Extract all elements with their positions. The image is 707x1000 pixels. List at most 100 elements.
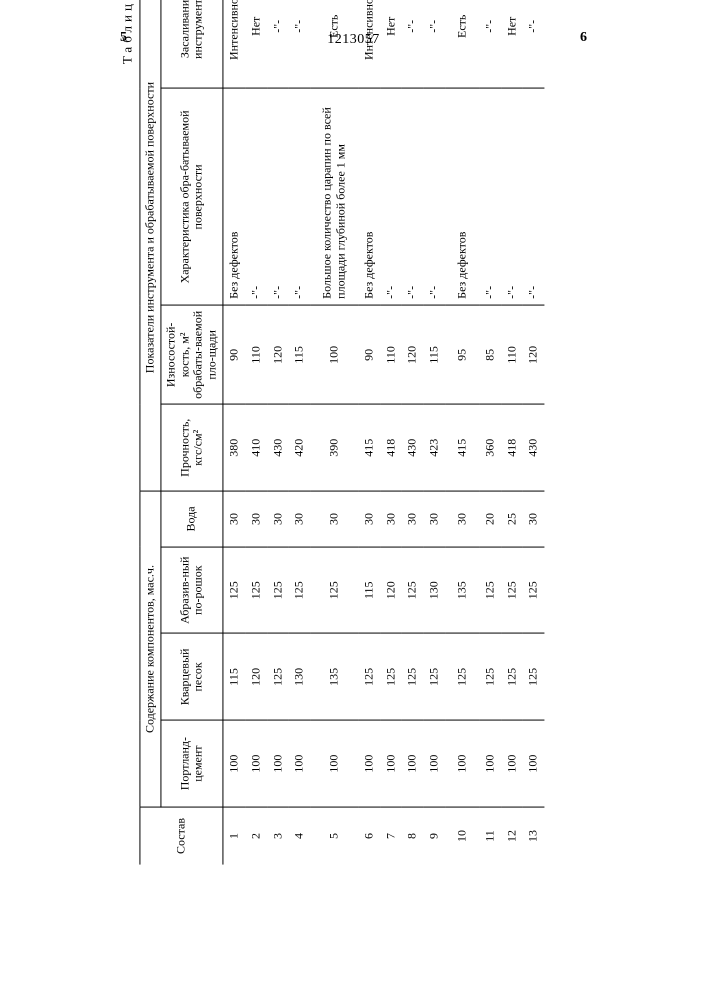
th-c3: Абразив-ный по-рошок bbox=[161, 547, 223, 634]
table-cell: 20 bbox=[479, 491, 501, 547]
table-cell: 115 bbox=[223, 634, 245, 721]
table-cell: 125 bbox=[479, 634, 501, 721]
table-cell: 30 bbox=[380, 491, 402, 547]
th-i1: Прочность, кгс/см² bbox=[161, 404, 223, 491]
table-head: Состав Содержание компонентов, мас.ч. По… bbox=[140, 0, 223, 865]
table-cell: 30 bbox=[267, 491, 289, 547]
table-cell: -"- bbox=[245, 89, 267, 306]
table-cell: 30 bbox=[358, 491, 380, 547]
table-cell: 125 bbox=[501, 547, 523, 634]
table-row: 410013012530420115-"--"- bbox=[289, 0, 311, 865]
table-cell: 85 bbox=[479, 305, 501, 404]
table-cell: 9 bbox=[424, 807, 446, 865]
table-cell: 100 bbox=[267, 720, 289, 807]
table-cell: 420 bbox=[289, 404, 311, 491]
table-cell: 1 bbox=[223, 807, 245, 865]
table-cell: 100 bbox=[424, 720, 446, 807]
table-cell: -"- bbox=[523, 89, 545, 306]
table-cell: 120 bbox=[267, 305, 289, 404]
table-cell: 125 bbox=[311, 547, 359, 634]
table-row: 710012512030418110-"-Нет bbox=[380, 0, 402, 865]
table-cell: 418 bbox=[501, 404, 523, 491]
table-cell: 360 bbox=[479, 404, 501, 491]
table-cell: Без дефектов bbox=[445, 89, 479, 306]
table-cell: 110 bbox=[245, 305, 267, 404]
table-cell: 13 bbox=[523, 807, 545, 865]
th-c1: Портланд-цемент bbox=[161, 720, 223, 807]
table-cell: -"- bbox=[424, 0, 446, 89]
table-cell: 30 bbox=[424, 491, 446, 547]
table-cell: -"- bbox=[289, 0, 311, 89]
table-cell: 100 bbox=[289, 720, 311, 807]
table-cell: -"- bbox=[380, 89, 402, 306]
table-cell: Есть bbox=[445, 0, 479, 89]
table-cell: 423 bbox=[424, 404, 446, 491]
table-cell: 30 bbox=[245, 491, 267, 547]
table-cell: 410 bbox=[245, 404, 267, 491]
table-cell: -"- bbox=[267, 89, 289, 306]
table-cell: -"- bbox=[289, 89, 311, 306]
table-cell: 3 bbox=[267, 807, 289, 865]
th-c4: Вода bbox=[161, 491, 223, 547]
th-sostav: Состав bbox=[140, 807, 223, 865]
table-cell: 125 bbox=[523, 547, 545, 634]
table-cell: Нет bbox=[501, 0, 523, 89]
table-cell: 135 bbox=[445, 547, 479, 634]
table-cell: 415 bbox=[358, 404, 380, 491]
th-i2: Износостой-кость, м² обрабаты-ваемой пло… bbox=[161, 305, 223, 404]
th-i3: Характеристика обра-батываемой поверхнос… bbox=[161, 89, 223, 306]
table-cell: 115 bbox=[289, 305, 311, 404]
data-table: Состав Содержание компонентов, мас.ч. По… bbox=[139, 0, 544, 865]
table-cell: 30 bbox=[523, 491, 545, 547]
table-cell: Большое количество царапин по всей площа… bbox=[311, 89, 359, 306]
table-cell: 390 bbox=[311, 404, 359, 491]
table-cell: 115 bbox=[424, 305, 446, 404]
table-cell: 90 bbox=[358, 305, 380, 404]
table-row: 510013512530390100Большое количество цар… bbox=[311, 0, 359, 865]
table-cell: 125 bbox=[501, 634, 523, 721]
table-cell: 100 bbox=[311, 720, 359, 807]
table-cell: 415 bbox=[445, 404, 479, 491]
table-body: 11001151253038090Без дефектовИнтенсивное… bbox=[223, 0, 545, 865]
table-cell: 430 bbox=[267, 404, 289, 491]
table-cell: 100 bbox=[358, 720, 380, 807]
table-cell: 125 bbox=[380, 634, 402, 721]
table-cell: -"- bbox=[501, 89, 523, 306]
table-cell: 110 bbox=[501, 305, 523, 404]
table-cell: 6 bbox=[358, 807, 380, 865]
table-cell: 30 bbox=[445, 491, 479, 547]
table-cell: Нет bbox=[380, 0, 402, 89]
table-cell: 125 bbox=[223, 547, 245, 634]
table-cell: 120 bbox=[245, 634, 267, 721]
table-cell: 430 bbox=[402, 404, 424, 491]
rotated-table-frame: Таблица 2 Состав Содержание компонентов,… bbox=[115, 0, 544, 865]
table-row: 1310012512530430120-"--"- bbox=[523, 0, 545, 865]
table-cell: 125 bbox=[402, 547, 424, 634]
table-cell: 12 bbox=[501, 807, 523, 865]
table-cell: 380 bbox=[223, 404, 245, 491]
table-cell: 418 bbox=[380, 404, 402, 491]
table-cell: 125 bbox=[479, 547, 501, 634]
table-cell: 125 bbox=[358, 634, 380, 721]
table-row: 910012513030423115-"--"- bbox=[424, 0, 446, 865]
table-cell: 120 bbox=[402, 305, 424, 404]
table-cell: Нет bbox=[245, 0, 267, 89]
table-cell: -"- bbox=[424, 89, 446, 306]
table-cell: 125 bbox=[445, 634, 479, 721]
table-cell: 135 bbox=[311, 634, 359, 721]
table-cell: Без дефектов bbox=[223, 89, 245, 306]
th-group-components: Содержание компонентов, мас.ч. bbox=[140, 491, 161, 807]
th-group-indicators: Показатели инструмента и обрабатываемой … bbox=[140, 0, 161, 491]
table-cell: 100 bbox=[402, 720, 424, 807]
table-cell: 4 bbox=[289, 807, 311, 865]
table-cell: 120 bbox=[523, 305, 545, 404]
table-cell: 125 bbox=[267, 634, 289, 721]
table-cell: 8 bbox=[402, 807, 424, 865]
table-cell: 30 bbox=[289, 491, 311, 547]
table-cell: 100 bbox=[501, 720, 523, 807]
table-cell: 30 bbox=[311, 491, 359, 547]
table-cell: -"- bbox=[479, 0, 501, 89]
table-cell: 115 bbox=[358, 547, 380, 634]
table-row: 11001151253038090Без дефектовИнтенсивное bbox=[223, 0, 245, 865]
table-cell: Есть bbox=[311, 0, 359, 89]
